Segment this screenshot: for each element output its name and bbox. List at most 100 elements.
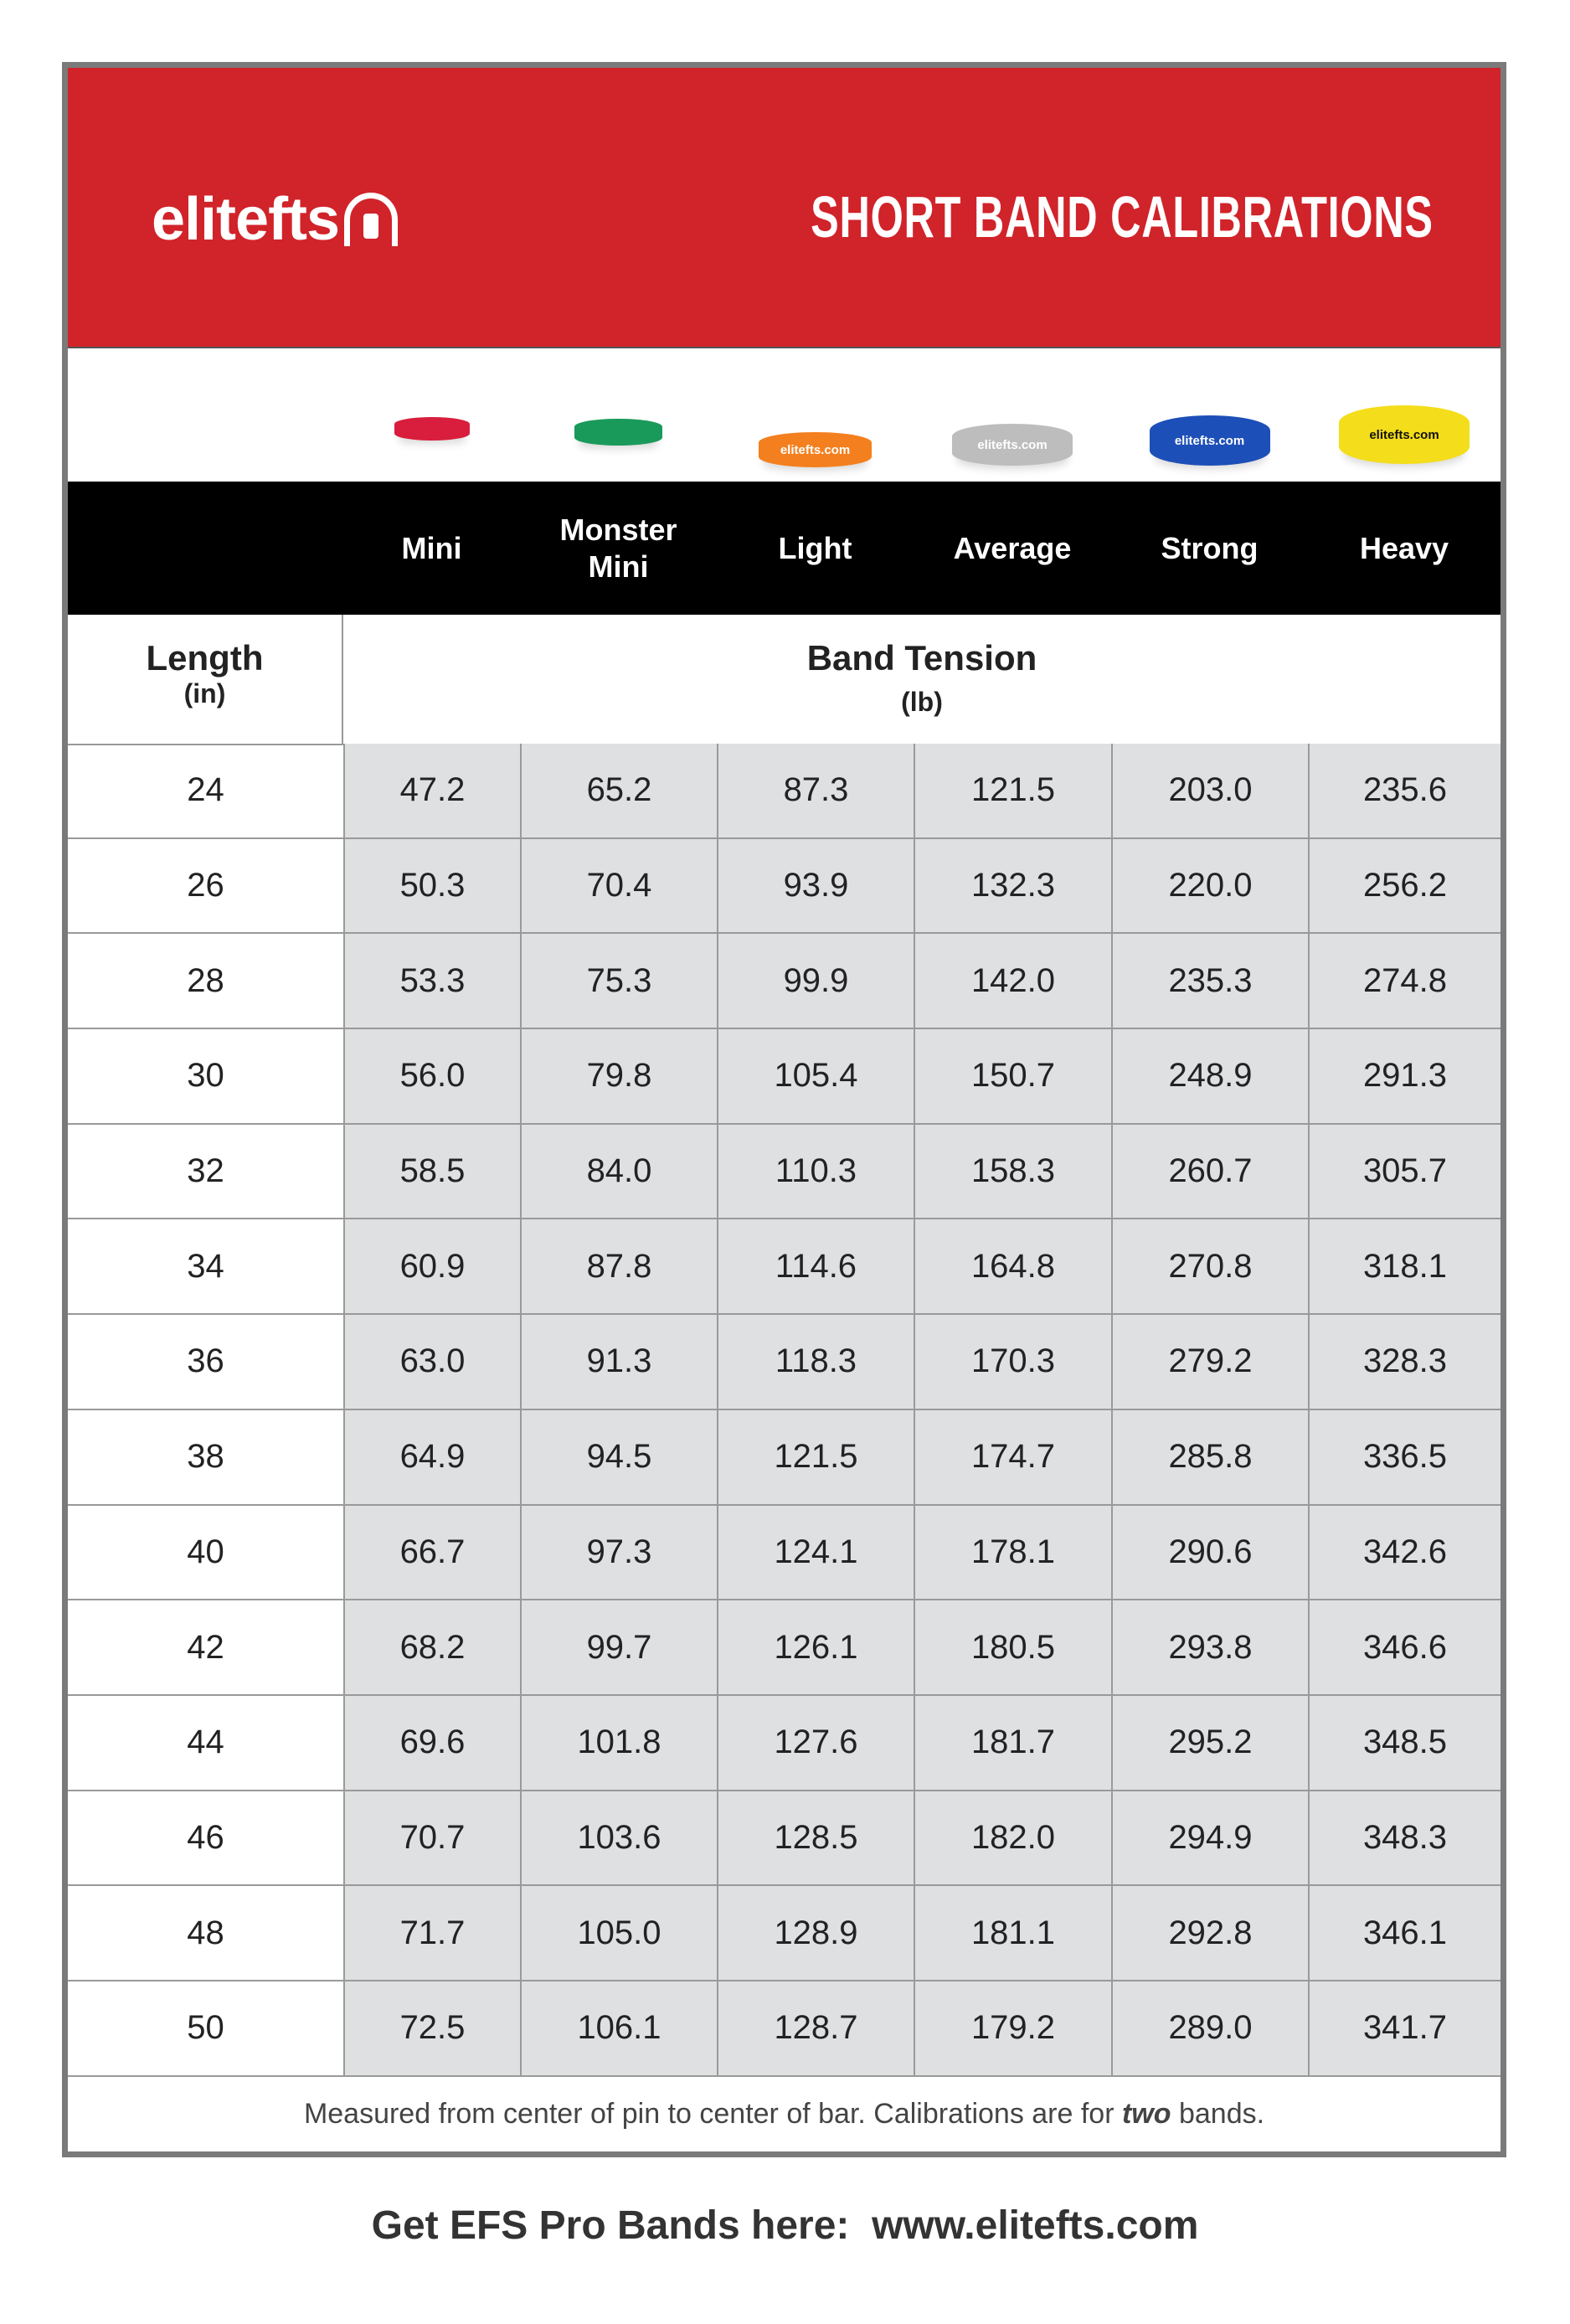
column-header: Strong xyxy=(1111,482,1308,615)
tension-cell: 56.0 xyxy=(343,1029,520,1123)
tension-cell: 305.7 xyxy=(1308,1124,1501,1219)
calibration-table: 24 47.2 65.2 87.3 121.5 203.0 235.6 26 50.3 70.4 9… xyxy=(68,744,1501,2077)
tension-cell: 58.5 xyxy=(343,1124,520,1219)
band-image-average: elitefts.com xyxy=(952,424,1073,466)
tension-cell: 293.8 xyxy=(1111,1600,1308,1694)
lifter-icon xyxy=(344,193,399,246)
tension-cell: 105.0 xyxy=(520,1886,717,1980)
band-image-monster-mini xyxy=(574,419,662,446)
tension-cell: 114.6 xyxy=(717,1219,914,1314)
tension-cell: 260.7 xyxy=(1111,1124,1308,1219)
tension-cell: 84.0 xyxy=(520,1124,717,1219)
length-cell: 28 xyxy=(187,961,224,999)
tension-cell: 348.5 xyxy=(1308,1695,1501,1790)
tension-header: Band Tension (lb) xyxy=(343,615,1501,744)
table-row: 26 50.3 70.4 93.9 132.3 220.0 256.2 xyxy=(68,838,1501,935)
tension-cell: 132.3 xyxy=(914,838,1111,933)
tension-cell: 181.1 xyxy=(914,1886,1111,1980)
column-header-label: Mini xyxy=(401,530,462,565)
length-unit: (in) xyxy=(183,678,226,709)
table-row: 28 53.3 75.3 99.9 142.0 235.3 274.8 xyxy=(68,934,1501,1030)
length-cell: 24 xyxy=(187,771,224,809)
tension-cell: 346.6 xyxy=(1308,1600,1501,1694)
tension-unit: (lb) xyxy=(901,687,943,717)
table-row: 50 72.5 106.1 128.7 179.2 289.0 341.7 xyxy=(68,1981,1501,2077)
chart-frame: elitefts SHORT BAND CALIBRATIONS eliteft… xyxy=(62,62,1506,2157)
chart-body: elitefts SHORT BAND CALIBRATIONS eliteft… xyxy=(68,68,1501,2151)
tension-cell: 124.1 xyxy=(717,1505,914,1600)
tension-cell: 93.9 xyxy=(717,838,914,933)
tension-cell: 128.7 xyxy=(717,1981,914,2075)
band-label: elitefts.com xyxy=(1174,433,1245,448)
tension-cell: 341.7 xyxy=(1308,1981,1501,2075)
footnote-text: Measured from center of pin to center of… xyxy=(303,2098,1122,2130)
tension-cell: 279.2 xyxy=(1111,1315,1308,1409)
tension-cell: 103.6 xyxy=(520,1791,717,1885)
tension-cell: 180.5 xyxy=(914,1600,1111,1694)
tension-cell: 97.3 xyxy=(520,1505,717,1600)
tension-cell: 291.3 xyxy=(1308,1029,1501,1123)
table-row: 48 71.7 105.0 128.9 181.1 292.8 346.1 xyxy=(68,1886,1501,1981)
length-cell: 36 xyxy=(187,1342,224,1380)
tension-cell: 60.9 xyxy=(343,1219,520,1314)
band-image-light: elitefts.com xyxy=(759,432,872,467)
tension-cell: 248.9 xyxy=(1111,1029,1308,1123)
tension-cell: 179.2 xyxy=(914,1981,1111,2075)
column-header: Heavy xyxy=(1308,482,1501,615)
tension-cell: 128.5 xyxy=(717,1791,914,1885)
table-row: 44 69.6 101.8 127.6 181.7 295.2 348.5 xyxy=(68,1695,1501,1791)
tension-cell: 290.6 xyxy=(1111,1505,1308,1600)
tension-cell: 91.3 xyxy=(520,1315,717,1409)
units-header-row: Length (in) Band Tension (lb) xyxy=(68,615,1501,745)
column-header: Mini xyxy=(343,482,520,615)
tension-cell: 127.6 xyxy=(717,1695,914,1790)
band-image-heavy: elitefts.com xyxy=(1339,405,1470,464)
tension-cell: 99.7 xyxy=(520,1600,717,1694)
tension-cell: 336.5 xyxy=(1308,1409,1501,1504)
tension-cell: 94.5 xyxy=(520,1409,717,1504)
tension-cell: 79.8 xyxy=(520,1029,717,1123)
band-image-mini xyxy=(394,417,470,441)
tension-cell: 65.2 xyxy=(520,744,717,837)
elitefts-logo: elitefts xyxy=(152,185,399,254)
tension-cell: 87.3 xyxy=(717,744,914,837)
footnote-end: bands. xyxy=(1171,2098,1265,2130)
tension-cell: 68.2 xyxy=(343,1600,520,1694)
band-image-strong: elitefts.com xyxy=(1149,415,1270,466)
band-label: elitefts.com xyxy=(780,442,851,457)
length-cell: 32 xyxy=(187,1152,224,1190)
tension-cell: 164.8 xyxy=(914,1219,1111,1314)
column-header-row: Mini Monster Mini Light Average Strong Heavy xyxy=(68,482,1501,615)
tension-cell: 342.6 xyxy=(1308,1505,1501,1600)
tension-cell: 256.2 xyxy=(1308,838,1501,933)
footnote-emphasis: two xyxy=(1121,2098,1171,2130)
tension-cell: 270.8 xyxy=(1111,1219,1308,1314)
tension-cell: 128.9 xyxy=(717,1886,914,1980)
column-header-label: Average xyxy=(953,530,1072,565)
column-header: Light xyxy=(717,482,914,615)
footnote: Measured from center of pin to center of… xyxy=(68,2077,1501,2151)
tension-cell: 318.1 xyxy=(1308,1219,1501,1314)
band-images-row: elitefts.com elitefts.com elitefts.com elit… xyxy=(68,348,1501,482)
length-cell: 34 xyxy=(187,1247,224,1285)
table-row: 36 63.0 91.3 118.3 170.3 279.2 328.3 xyxy=(68,1315,1501,1410)
length-cell: 30 xyxy=(187,1057,224,1095)
tension-cell: 235.6 xyxy=(1308,744,1501,837)
logo-text: elitefts xyxy=(152,186,340,253)
tension-cell: 126.1 xyxy=(717,1600,914,1694)
length-cell: 44 xyxy=(187,1724,224,1761)
band-label: elitefts.com xyxy=(977,437,1048,452)
tension-cell: 203.0 xyxy=(1111,744,1308,837)
length-cell: 46 xyxy=(187,1818,224,1856)
table-row: 38 64.9 94.5 121.5 174.7 285.8 336.5 xyxy=(68,1409,1501,1506)
column-header: Monster Mini xyxy=(520,482,717,615)
table-row: 32 58.5 84.0 110.3 158.3 260.7 305.7 xyxy=(68,1124,1501,1220)
tension-cell: 295.2 xyxy=(1111,1695,1308,1790)
tension-cell: 101.8 xyxy=(520,1695,717,1790)
tension-title: Band Tension xyxy=(806,638,1037,678)
column-header-label: Heavy xyxy=(1359,530,1449,565)
tension-cell: 64.9 xyxy=(343,1409,520,1504)
tension-cell: 285.8 xyxy=(1111,1409,1308,1504)
tension-cell: 72.5 xyxy=(343,1981,520,2075)
tension-cell: 87.8 xyxy=(520,1219,717,1314)
